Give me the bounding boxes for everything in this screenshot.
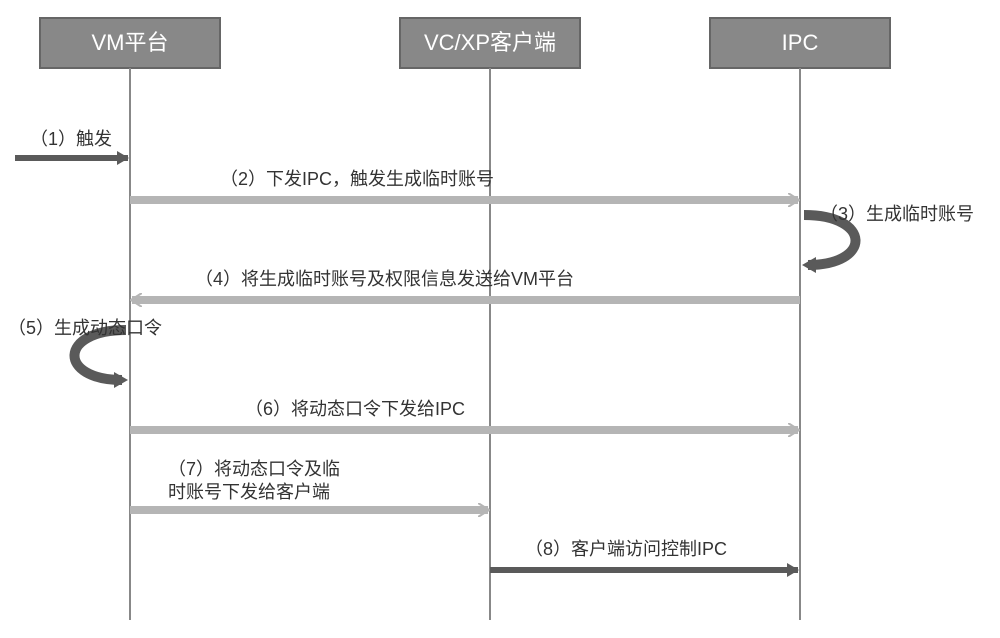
message-label-m4: （4）将生成临时账号及权限信息发送给VM平台 — [195, 269, 574, 289]
message-label2-m7: 时账号下发给客户端 — [168, 482, 330, 502]
messages-layer: （1）触发 （2）下发IPC，触发生成临时账号 （3）生成临时账号 （4）将生成临时账… — [8, 129, 974, 570]
message-label-m5: （5）生成动态口令 — [8, 318, 162, 338]
participant-label-ipc: IPC — [782, 30, 819, 55]
message-m6: （6）将动态口令下发给IPC — [130, 399, 798, 430]
message-label-m1: （1）触发 — [30, 129, 112, 149]
message-label-m7: （7）将动态口令及临 — [168, 459, 340, 479]
message-label-m6: （6）将动态口令下发给IPC — [245, 399, 465, 419]
message-m7: （7）将动态口令及临时账号下发给客户端 — [130, 459, 488, 510]
message-m1: （1）触发 — [15, 129, 128, 158]
participant-label-vm: VM平台 — [91, 30, 168, 55]
message-m8: （8）客户端访问控制IPC — [490, 539, 798, 570]
message-label-m3: （3）生成临时账号 — [820, 204, 974, 224]
message-m5: （5）生成动态口令 — [8, 318, 162, 380]
participant-label-cli: VC/XP客户端 — [424, 30, 556, 55]
message-m3: （3）生成临时账号 — [804, 204, 974, 265]
message-m4: （4）将生成临时账号及权限信息发送给VM平台 — [132, 269, 800, 300]
message-label-m8: （8）客户端访问控制IPC — [525, 539, 727, 559]
message-label-m2: （2）下发IPC，触发生成临时账号 — [220, 169, 494, 189]
message-m2: （2）下发IPC，触发生成临时账号 — [130, 169, 798, 200]
participants-layer: VM平台 VC/XP客户端 IPC — [40, 18, 890, 68]
sequence-diagram: VM平台 VC/XP客户端 IPC （1）触发 （2）下发IPC，触发生成临时账号 （3… — [0, 0, 1000, 638]
lifelines-layer — [130, 68, 800, 620]
